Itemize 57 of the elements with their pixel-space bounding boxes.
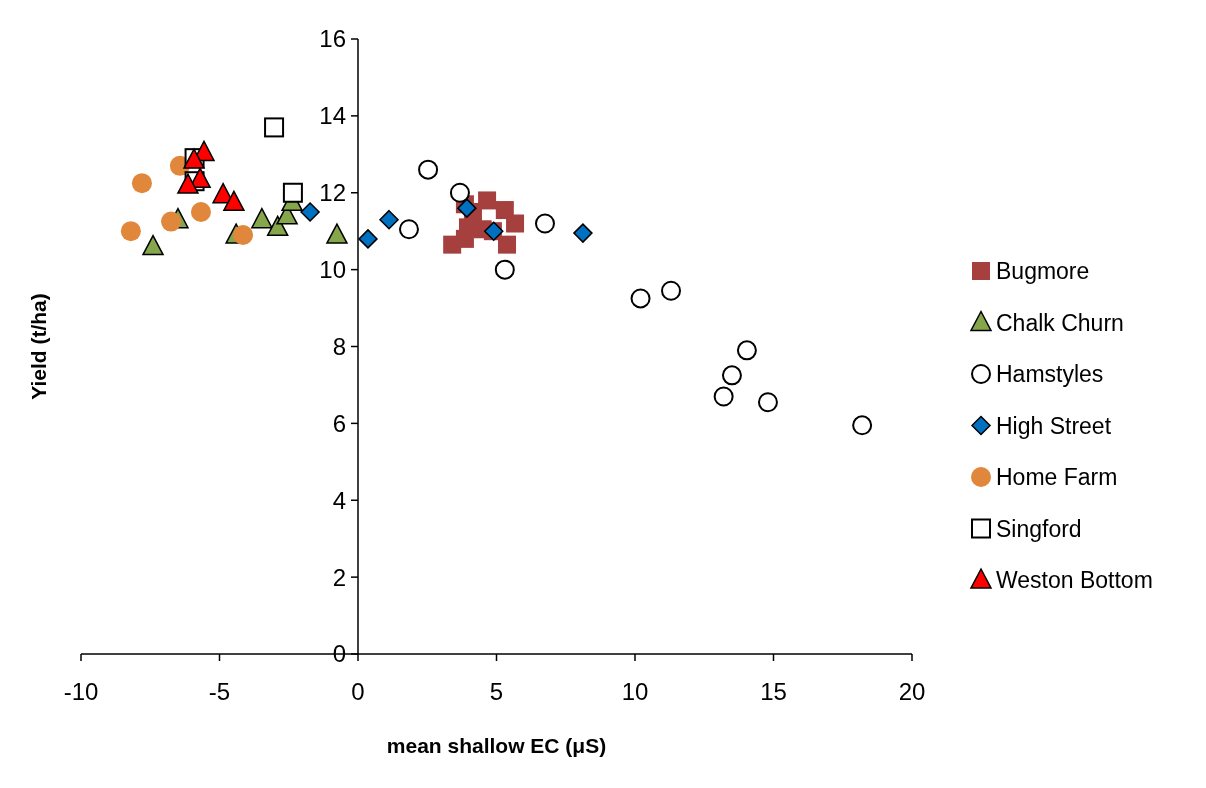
x-axis-title: mean shallow EC (μS) — [386, 734, 607, 757]
x-tick-label: 20 — [898, 678, 926, 705]
point — [300, 202, 320, 222]
y-tick-label: 2 — [332, 563, 346, 591]
point — [120, 221, 141, 242]
point — [190, 201, 211, 222]
point — [282, 182, 303, 203]
legend-label: Chalk Churn — [996, 309, 1124, 336]
point — [233, 225, 254, 246]
y-tick-label: 10 — [319, 256, 346, 284]
point — [494, 259, 515, 280]
point — [449, 182, 470, 203]
point — [630, 288, 651, 309]
point — [418, 159, 439, 180]
legend-label: Home Farm — [996, 464, 1118, 491]
y-tick-label: 4 — [332, 486, 346, 514]
y-tick-label: 12 — [319, 179, 346, 207]
x-tick-label: -10 — [63, 678, 99, 705]
point — [264, 117, 285, 138]
point — [736, 340, 757, 361]
point — [251, 207, 273, 229]
point — [358, 229, 378, 249]
point — [177, 173, 199, 194]
y-tick-label: 16 — [319, 25, 346, 53]
point — [573, 223, 593, 243]
point — [223, 190, 245, 212]
legend-label: Weston Bottom — [996, 567, 1153, 594]
point — [661, 280, 682, 301]
point — [757, 392, 778, 413]
x-tick-label: 15 — [760, 678, 787, 705]
point — [478, 191, 497, 210]
point — [142, 234, 164, 256]
x-tick-label: 5 — [489, 678, 504, 705]
x-tick-label: 10 — [621, 678, 649, 705]
legend-label: Singford — [996, 515, 1082, 542]
point — [498, 235, 517, 254]
legend-label: High Street — [996, 412, 1112, 439]
point — [379, 209, 399, 230]
point — [506, 214, 525, 233]
point — [326, 223, 348, 244]
point — [852, 415, 873, 436]
legend-label: Bugmore — [996, 258, 1090, 285]
y-tick-label: 6 — [332, 409, 346, 437]
point — [161, 211, 182, 232]
point — [534, 213, 555, 234]
x-tick-label: -5 — [208, 678, 231, 705]
legend-label: Hamstyles — [996, 361, 1104, 388]
point — [495, 201, 514, 220]
point — [398, 219, 419, 240]
y-tick-label: 14 — [319, 102, 346, 130]
y-axis-title: Yield (t/ha) — [27, 293, 50, 400]
point — [457, 198, 477, 218]
y-tick-label: 8 — [332, 332, 346, 360]
x-tick-label: 0 — [351, 678, 365, 705]
point — [721, 365, 742, 386]
point — [131, 173, 152, 194]
point — [713, 386, 734, 407]
